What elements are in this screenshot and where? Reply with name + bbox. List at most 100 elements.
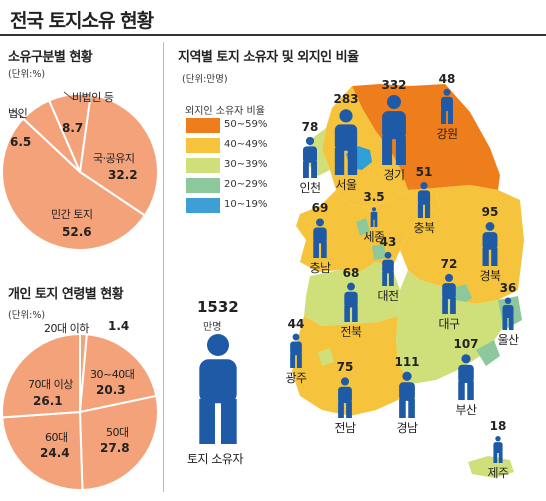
legend-label-2: 30~39% [224,159,268,170]
region-name-1: 경기 [383,168,405,182]
region-value-11: 36 [499,280,517,295]
person-icon-12 [290,333,302,368]
region-gwangju [318,348,334,366]
pie1-value-private: 52.6 [62,225,92,239]
pie1-value-nonprofit: 8.7 [62,121,84,135]
pie2-unit: (단위:%) [8,310,46,321]
person-icon-8 [482,222,498,266]
pie1-label-corp: 법인 [8,107,28,120]
legend-label-0: 50~59% [224,119,268,130]
total-unit: 만명 [203,322,222,333]
pie2-slice-4 [1,332,81,419]
legend-label-4: 10~19% [224,199,268,210]
region-name-14: 경남 [396,421,418,435]
person-icon-13 [338,377,352,418]
person-icon-9 [442,273,456,314]
person-icon-3 [303,136,317,178]
total-label: 토지 소유자 [187,452,244,466]
legend-swatch-2 [186,158,220,173]
pie2-label-50s: 50대 [106,426,129,439]
legend-swatch-0 [186,118,220,133]
region-gyeongnam [396,270,504,384]
pie2-label-20s: 20대 이하 [44,322,89,335]
pie2-slice-1 [78,333,158,414]
pie2-value-20s: 1.4 [108,319,130,333]
person-icon-6 [313,218,327,258]
region-value-9: 72 [440,256,458,271]
region-value-4: 51 [415,165,433,180]
region-daejeon [372,244,386,260]
map-unit: (단위:만명) [182,74,228,85]
region-name-16: 제주 [487,466,509,480]
region-value-16: 18 [489,418,507,433]
region-sejong [356,218,370,236]
region-name-15: 부산 [455,403,477,417]
legend-title: 외지인 소유자 비율 [185,106,265,117]
region-value-14: 111 [394,354,420,369]
person-icon-1 [382,95,406,165]
region-name-7: 대전 [377,289,399,303]
column-divider [163,42,164,492]
pie1-title: 소유구분별 현황 [8,50,93,65]
region-value-8: 95 [481,205,499,220]
region-name-0: 서울 [335,178,357,192]
title-rule [0,34,546,36]
total-person-icon [199,334,237,444]
pie2-value-60s: 24.4 [40,446,70,460]
pie1-label-public: 국·공유지 [93,152,135,165]
region-value-6: 69 [311,201,329,216]
region-name-2: 강원 [436,127,458,141]
region-name-3: 인천 [299,181,321,195]
person-icon-16 [493,435,503,463]
region-name-5: 세종 [363,230,385,244]
pie1-label-nonprofit: 비법인 등 [72,91,114,104]
legend-label-1: 40~49% [224,139,268,150]
pie1-slice-3 [21,99,81,173]
region-value-13: 75 [336,360,354,375]
region-value-2: 48 [438,71,456,86]
person-icon-14 [399,371,415,418]
region-value-1: 332 [381,78,407,92]
region-gyeongbuk [400,185,524,304]
region-value-7: 43 [379,234,397,249]
legend-label-3: 20~29% [224,179,268,190]
region-busan [476,340,500,366]
pie1-slice-2 [1,117,147,251]
map-title: 지역별 토지 소유자 및 외지인 비율 [178,50,359,65]
page-title: 전국 토지소유 현황 [10,10,154,32]
person-icon-4 [417,182,431,218]
pie1-label-private: 민간 토지 [51,208,93,221]
region-name-9: 대구 [438,317,460,331]
total-value: 1532 [197,298,239,316]
region-value-10: 68 [342,265,360,280]
pie2-label-70s: 70대 이상 [28,378,73,391]
pie2-label-3040: 30~40대 [90,368,135,381]
person-icon-11 [502,297,514,330]
legend-swatch-4 [186,198,220,213]
pie2-value-70s: 26.1 [33,394,63,408]
person-icon-2 [441,88,453,124]
region-value-3: 78 [301,119,319,134]
pie1-value-public: 32.2 [108,168,138,182]
pie2-value-50s: 27.8 [100,441,130,455]
legend-swatch-1 [186,138,220,153]
pie2-slice-2 [78,394,159,491]
region-jeonnam [292,316,412,416]
pie2-label-60s: 60대 [45,431,68,444]
region-name-11: 울산 [497,333,519,347]
pie1-slice-1 [78,93,159,217]
region-value-15: 107 [453,337,479,352]
person-icon-15 [458,354,474,400]
pie1-unit: (단위:%) [8,69,46,80]
region-name-8: 경북 [479,269,501,283]
region-name-4: 충북 [413,221,435,235]
region-value-12: 44 [287,316,305,331]
person-icon-5 [370,207,378,227]
region-name-12: 광주 [285,371,307,385]
person-icon-10 [344,282,358,322]
region-value-0: 283 [333,92,359,107]
pie1-leader-1 [11,109,25,119]
